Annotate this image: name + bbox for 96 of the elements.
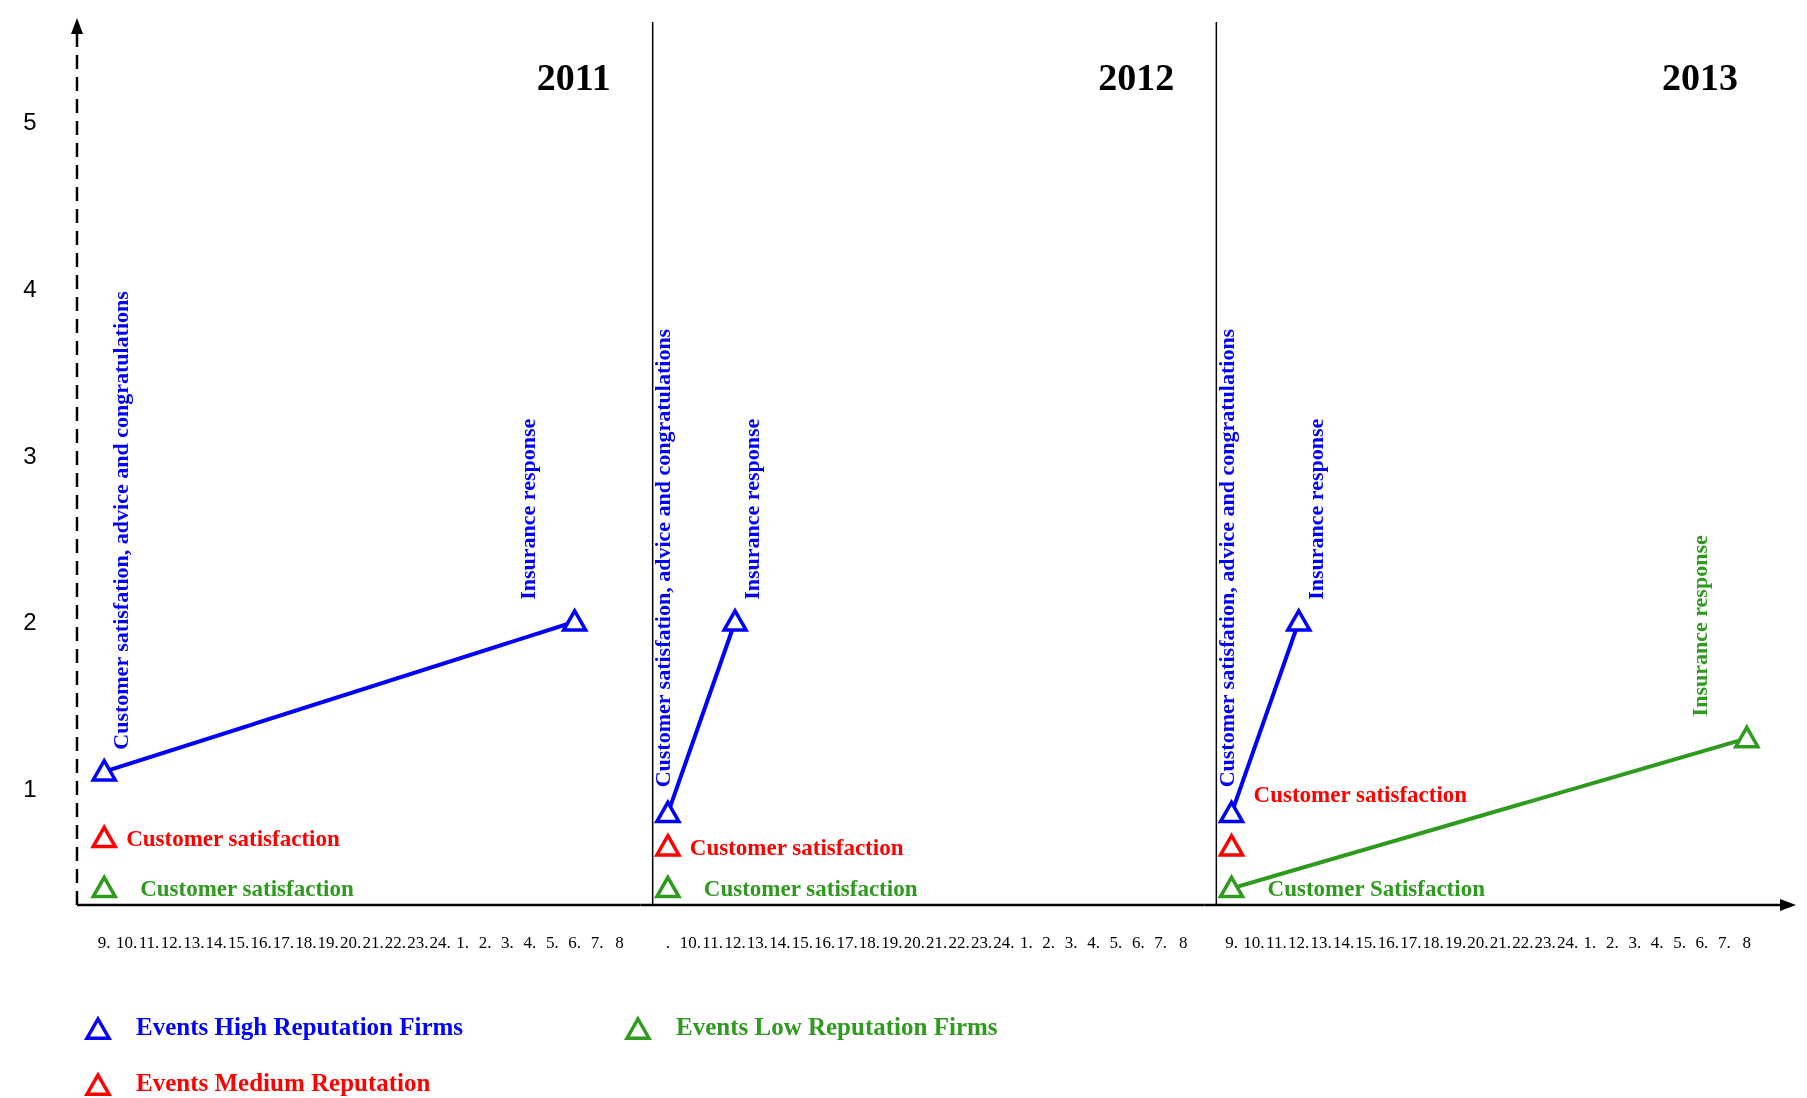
x-tick-label: 15.: [1355, 933, 1377, 952]
x-tick-label: 12.: [724, 933, 746, 952]
x-tick-label: 17.: [1400, 933, 1422, 952]
x-tick-label: 12.: [160, 933, 183, 952]
x-tick-label: 2.: [1042, 933, 1056, 952]
x-tick-label: 19.: [317, 933, 339, 952]
x-tick-label: 12.: [1288, 933, 1310, 952]
x-tick-label: 5.: [1673, 933, 1686, 952]
annotation: Customer satisfation, advice and congratulations: [1213, 328, 1239, 788]
x-tick-label: 1.: [1583, 933, 1597, 952]
x-tick-label: 7.: [590, 933, 604, 952]
x-tick-label: 3.: [1628, 933, 1642, 952]
x-tick-label: 10.: [679, 933, 701, 952]
x-tick-label: 3.: [501, 933, 514, 952]
x-tick-label: 7.: [1154, 933, 1168, 952]
x-tick-label: 3.: [1064, 933, 1078, 952]
x-tick-label: 17.: [272, 933, 295, 952]
annotation: Customer satisfaction: [140, 876, 354, 902]
x-tick-label: 1.: [1019, 933, 1033, 952]
x-tick-label: 10.: [115, 933, 138, 952]
y-tick-label: 2: [23, 608, 37, 636]
x-tick-label: 23.: [1534, 933, 1556, 952]
annotation: Customer satisfation, advice and congratulations: [108, 290, 134, 750]
x-tick-label: 17.: [836, 933, 858, 952]
x-tick-label: 6.: [568, 933, 582, 952]
x-tick-label: 14.: [769, 933, 791, 952]
x-tick-label: 24.: [1556, 933, 1579, 952]
x-tick-label: 15.: [791, 933, 813, 952]
x-tick-label: 5.: [1109, 933, 1123, 952]
x-tick-label: 24.: [993, 933, 1015, 952]
y-tick-label: 4: [23, 274, 37, 302]
text: 2012: [1098, 56, 1175, 98]
x-tick-label: 22.: [384, 933, 407, 952]
annotation: Customer satisfation, advice and congratulations: [649, 328, 675, 788]
x-tick-label: 22.: [1512, 933, 1534, 952]
legend-label: Events High Reputation Firms: [136, 1013, 464, 1040]
x-tick-label: 16.: [1377, 933, 1399, 952]
x-tick-label: 16.: [814, 933, 836, 952]
x-tick-label: 5.: [545, 933, 559, 952]
x-tick-label: 13.: [1310, 933, 1332, 952]
x-tick-label: 8: [615, 933, 624, 952]
x-tick-label: 4.: [523, 933, 537, 952]
annotation: Customer Satisfaction: [1267, 876, 1486, 902]
x-tick-label: 21.: [362, 933, 384, 952]
x-tick-label: 13.: [746, 933, 769, 952]
x-tick-label: 8: [1742, 933, 1752, 952]
y-tick-label: 3: [23, 441, 37, 469]
x-tick-label: 18.: [295, 933, 317, 952]
x-tick-label: 4.: [1087, 933, 1100, 952]
x-tick-label: 23.: [407, 933, 429, 952]
legend-label: Events Low Reputation Firms: [676, 1013, 998, 1040]
x-tick-label: 1.: [456, 933, 470, 952]
x-tick-label: 6.: [1131, 933, 1145, 952]
x-tick-label: 20.: [340, 933, 362, 952]
x-tick-label: 13.: [183, 933, 205, 952]
annotation: Insurance response: [1302, 418, 1328, 600]
text: 2013: [1662, 56, 1738, 98]
x-tick-label: 2.: [1606, 933, 1619, 952]
x-tick-label: 7.: [1718, 933, 1731, 952]
x-tick-label: 21.: [926, 933, 948, 952]
annotation: Customer satisfaction: [703, 876, 918, 902]
x-tick-label: 19.: [881, 933, 903, 952]
x-tick-label: 8: [1178, 933, 1188, 952]
x-tick-label: 18.: [1422, 933, 1444, 952]
x-tick-label: 6.: [1695, 933, 1709, 952]
annotation: Customer satisfaction: [689, 834, 904, 860]
annotation: Insurance response: [1686, 535, 1712, 717]
x-tick-label: 21.: [1489, 933, 1511, 952]
y-tick-label: 1: [23, 774, 37, 802]
x-tick-label: 18.: [858, 933, 881, 952]
x-tick-label: 20.: [1467, 933, 1489, 952]
x-tick-label: 11.: [1266, 933, 1287, 952]
x-tick-label: 24.: [429, 933, 451, 952]
x-tick-label: 14.: [205, 933, 227, 952]
x-tick-label: 10.: [1243, 933, 1265, 952]
x-tick-label: 9.: [1225, 933, 1238, 952]
x-tick-label: 2.: [478, 933, 492, 952]
annotation: Customer satisfaction: [126, 826, 340, 852]
x-tick-label: 11.: [138, 933, 160, 952]
annotation: Insurance response: [514, 418, 540, 600]
y-tick-label: 5: [23, 108, 37, 136]
x-tick-label: 14.: [1332, 933, 1355, 952]
text: 2011: [536, 56, 611, 98]
x-tick-label: 9.: [97, 933, 111, 952]
x-tick-label: 22.: [948, 933, 970, 952]
x-tick-label: 15.: [227, 933, 250, 952]
x-tick-label: 16.: [250, 933, 272, 952]
x-tick-label: 19.: [1444, 933, 1467, 952]
x-tick-label: 20.: [903, 933, 925, 952]
legend-label: Events Medium Reputation: [136, 1069, 431, 1096]
x-tick-label: .: [665, 933, 670, 952]
annotation: Insurance response: [739, 418, 765, 600]
annotation: Customer satisfaction: [1253, 781, 1468, 807]
x-tick-label: 11.: [702, 933, 723, 952]
x-tick-label: 4.: [1650, 933, 1664, 952]
x-tick-label: 23.: [970, 933, 993, 952]
